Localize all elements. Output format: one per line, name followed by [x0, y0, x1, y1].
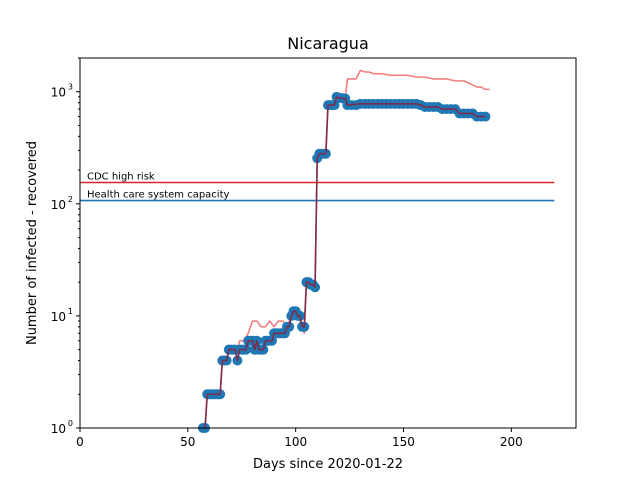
- y-tick-label: 10: [51, 422, 66, 436]
- x-tick-label: 50: [180, 435, 195, 449]
- y-tick-label: 10: [51, 86, 66, 100]
- reference-line-label-0: CDC high risk: [87, 171, 155, 182]
- y-tick-exponent: 3: [68, 83, 73, 92]
- x-axis-label: Days since 2020-01-22: [253, 457, 403, 472]
- series-line-1: [202, 96, 486, 429]
- y-tick-exponent: 2: [68, 195, 73, 204]
- x-tick-label: 150: [392, 435, 415, 449]
- x-axis-ticks: 0 50 100 150 200: [76, 428, 523, 449]
- reference-line-label-1: Health care system capacity: [87, 190, 229, 201]
- chart-title: Nicaragua: [287, 34, 369, 53]
- y-tick-label: 10: [51, 310, 66, 324]
- y-axis-label: Number of infected - recovered: [25, 141, 40, 345]
- series-markers: [197, 91, 491, 433]
- x-tick-label: 200: [500, 435, 523, 449]
- x-tick-label: 100: [284, 435, 307, 449]
- plot-area: CDC high risk Health care system capacity: [80, 69, 555, 433]
- y-tick-label: 10: [51, 198, 66, 212]
- y-tick-exponent: 1: [68, 307, 73, 316]
- x-tick-label: 0: [76, 435, 84, 449]
- axes-frame: [79, 57, 577, 429]
- y-tick-exponent: 0: [68, 419, 73, 428]
